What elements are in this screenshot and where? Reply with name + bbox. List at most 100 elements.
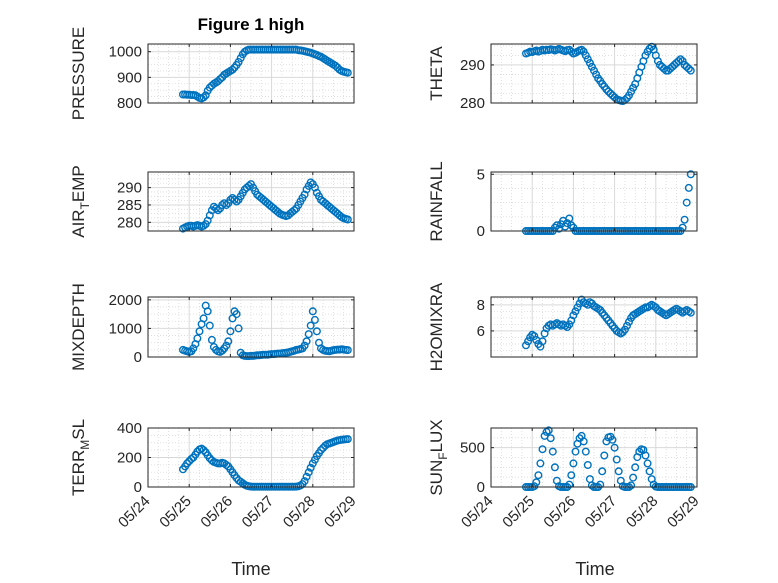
x-tick-label: 05/26 bbox=[540, 493, 579, 532]
y-tick-label: 290 bbox=[460, 57, 485, 74]
x-tick-label: 05/27 bbox=[582, 493, 621, 532]
y-tick-label: 1000 bbox=[109, 44, 142, 61]
x-axis-label-right: Time bbox=[575, 559, 614, 579]
data-point bbox=[600, 451, 609, 460]
y-tick-label: 290 bbox=[117, 180, 142, 197]
y-tick-label: 200 bbox=[117, 450, 142, 467]
data-point bbox=[571, 447, 580, 456]
y-tick-label: 0 bbox=[134, 479, 142, 496]
data-point bbox=[629, 473, 638, 482]
data-point bbox=[581, 51, 590, 60]
y-tick-label: 900 bbox=[117, 69, 142, 86]
data-point bbox=[546, 434, 555, 443]
axes-box bbox=[490, 296, 698, 358]
data-point bbox=[232, 197, 241, 206]
y-tick-label: 0 bbox=[134, 349, 142, 366]
data-point bbox=[312, 327, 321, 336]
figure-title: Figure 1 high bbox=[198, 15, 305, 34]
data-point bbox=[244, 181, 253, 190]
axes-box bbox=[147, 43, 355, 104]
data-series bbox=[522, 295, 695, 351]
y-tick-label: 280 bbox=[460, 95, 485, 112]
data-point bbox=[538, 445, 547, 454]
data-point bbox=[199, 446, 208, 455]
y-tick-label: 500 bbox=[460, 440, 485, 457]
data-point bbox=[230, 195, 239, 204]
data-point bbox=[216, 75, 225, 84]
axes-box bbox=[147, 296, 355, 358]
data-point bbox=[567, 221, 576, 230]
y-tick-label: 8 bbox=[477, 297, 485, 314]
y-tick-label: 800 bbox=[117, 95, 142, 112]
data-point bbox=[300, 477, 309, 486]
data-series bbox=[178, 178, 352, 233]
data-point bbox=[228, 314, 237, 323]
data-point bbox=[614, 467, 623, 476]
data-point bbox=[195, 327, 204, 336]
subplot-sun-flux: 0 500 05/24 05/25 05/26 05/27 05/28 05/29 SUNFLU… bbox=[427, 419, 703, 531]
data-point bbox=[234, 324, 243, 333]
data-series bbox=[522, 42, 695, 106]
data-point bbox=[631, 463, 640, 472]
data-point bbox=[598, 467, 607, 476]
y-tick-label: 285 bbox=[117, 197, 142, 214]
axes-box bbox=[147, 171, 355, 232]
axes-box bbox=[490, 43, 698, 104]
data-point bbox=[228, 65, 237, 74]
y-tick-label: 280 bbox=[117, 214, 142, 231]
subplot-pressure: 800 900 1000 PRESSURE bbox=[69, 27, 355, 120]
data-point bbox=[581, 447, 590, 456]
data-point bbox=[602, 85, 611, 94]
data-point bbox=[686, 66, 695, 75]
data-point bbox=[680, 215, 689, 224]
data-point bbox=[577, 45, 586, 54]
data-point bbox=[625, 317, 634, 326]
data-point bbox=[213, 206, 222, 215]
y-tick-label: 5 bbox=[477, 166, 485, 183]
data-point bbox=[321, 441, 330, 450]
axes-box bbox=[490, 171, 698, 232]
data-point bbox=[653, 57, 662, 66]
data-point bbox=[536, 459, 545, 468]
x-tick-label: 05/25 bbox=[499, 493, 538, 532]
data-point bbox=[304, 330, 313, 339]
data-point bbox=[234, 58, 243, 67]
data-point bbox=[343, 68, 352, 77]
x-tick-label: 05/27 bbox=[239, 493, 278, 532]
data-point bbox=[686, 308, 695, 317]
data-point bbox=[343, 215, 352, 224]
data-point bbox=[187, 455, 196, 464]
data-point bbox=[684, 64, 693, 73]
x-tick-label: 05/28 bbox=[623, 493, 662, 532]
data-point bbox=[199, 93, 208, 102]
data-point bbox=[530, 482, 539, 491]
data-point bbox=[224, 337, 233, 346]
data-point bbox=[306, 463, 315, 472]
data-point bbox=[306, 321, 315, 330]
data-point bbox=[213, 77, 222, 86]
data-point bbox=[207, 335, 216, 344]
data-point bbox=[585, 59, 594, 68]
y-axis-label: THETA bbox=[427, 46, 446, 101]
data-point bbox=[306, 178, 315, 187]
subplot-h2omixra: 6 8 H2OMIXRA bbox=[427, 282, 698, 371]
data-point bbox=[532, 478, 541, 487]
data-point bbox=[641, 451, 650, 460]
data-point bbox=[643, 459, 652, 468]
data-point bbox=[183, 459, 192, 468]
data-point bbox=[678, 57, 687, 66]
y-tick-label: 400 bbox=[117, 420, 142, 437]
data-point bbox=[522, 341, 531, 350]
subplot-theta: 280 290 THETA bbox=[427, 42, 698, 112]
data-point bbox=[226, 327, 235, 336]
data-point bbox=[635, 447, 644, 456]
data-point bbox=[201, 91, 210, 100]
data-point bbox=[220, 199, 229, 208]
data-point bbox=[538, 337, 547, 346]
data-point bbox=[592, 70, 601, 79]
subplot-rainfall: 0 5 RAINFALL bbox=[427, 161, 698, 242]
data-point bbox=[676, 55, 685, 64]
data-point bbox=[569, 311, 578, 320]
